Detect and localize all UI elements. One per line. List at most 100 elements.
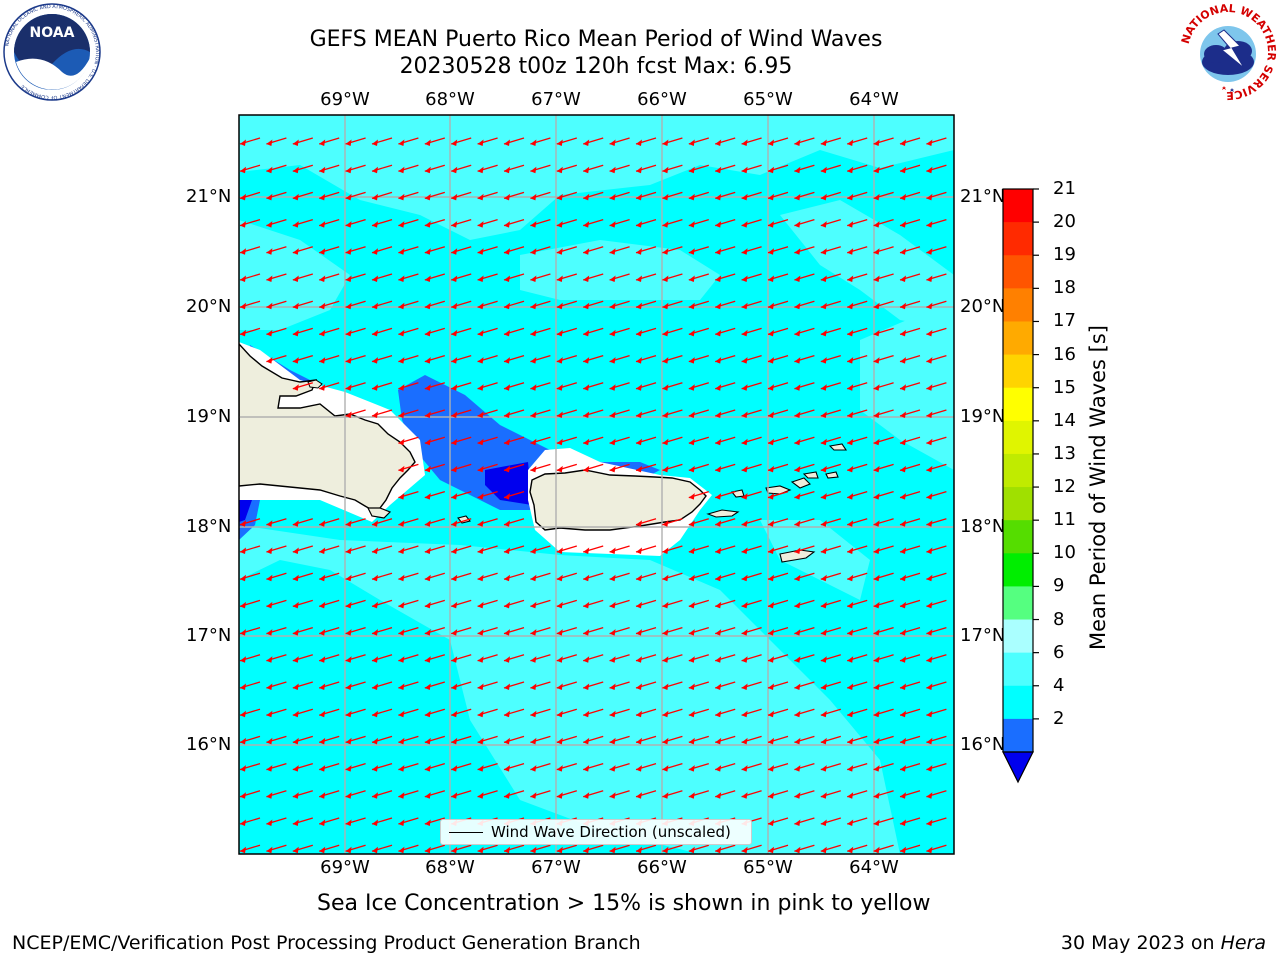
direction-arrow-head <box>292 601 299 609</box>
direction-arrow-head <box>715 357 722 364</box>
direction-arrow-head <box>451 384 458 391</box>
period-6-8-regions <box>239 115 954 854</box>
direction-arrow-head <box>530 601 537 609</box>
direction-arrow-head <box>847 465 854 473</box>
direction-arrow-head <box>477 465 484 473</box>
direction-arrow-head <box>240 710 246 718</box>
direction-arrow-head <box>873 193 880 201</box>
direction-arrow-head <box>451 792 458 799</box>
nws-logo-icon: NATIONAL WEATHER SERVICE <box>1178 2 1278 102</box>
direction-arrow-head <box>715 765 722 772</box>
sea-ice-note: Sea Ice Concentration > 15% is shown in … <box>317 891 931 916</box>
direction-arrow-head <box>424 792 431 799</box>
direction-arrow-head <box>768 302 774 310</box>
direction-arrow-head <box>873 710 880 718</box>
direction-arrow-head <box>292 139 299 146</box>
direction-arrow-head <box>820 166 827 174</box>
direction-arrow-head <box>688 710 695 718</box>
colorbar-tick-label: 11 <box>1053 509 1076 531</box>
direction-arrow-head <box>609 275 616 282</box>
direction-arrow-head <box>609 465 616 473</box>
direction-arrow-head <box>398 166 405 174</box>
direction-arrow-head <box>741 683 748 690</box>
direction-arrow-head <box>636 302 642 310</box>
direction-arrow-head <box>688 329 695 337</box>
direction-arrow-head <box>556 275 563 282</box>
direction-arrow-head <box>319 601 326 609</box>
colorbar-band <box>1003 222 1033 256</box>
direction-arrow-head <box>609 139 616 146</box>
direction-arrow-head <box>292 710 299 718</box>
direction-arrow-head <box>768 248 774 255</box>
direction-arrow-head <box>636 710 642 718</box>
direction-arrow-head <box>345 710 352 718</box>
direction-arrow-head <box>451 139 458 146</box>
direction-arrow-head <box>451 411 458 418</box>
direction-arrow-head <box>266 792 273 799</box>
direction-arrow-head <box>556 601 563 609</box>
footer-branch: NCEP/EMC/Verification Post Processing Pr… <box>12 932 641 954</box>
direction-arrow-head <box>688 438 695 446</box>
direction-arrow-head <box>926 329 933 337</box>
lon-label-top: 66°W <box>637 89 687 110</box>
direction-arrow-head <box>372 248 378 255</box>
direction-arrow-head <box>768 193 774 201</box>
noaa-logo-icon: NOAA NATIONAL OCEANIC AND ATMOSPHERIC AD… <box>2 2 102 102</box>
direction-arrow-head <box>530 193 537 201</box>
direction-arrow-head <box>292 520 299 527</box>
direction-arrow-head <box>583 275 590 282</box>
direction-arrow-head <box>609 248 616 255</box>
direction-arrow-head <box>504 166 510 174</box>
direction-arrow-head <box>820 275 827 282</box>
direction-arrow-head <box>530 846 537 854</box>
direction-arrow-head <box>292 275 299 282</box>
direction-arrow-head <box>266 819 273 826</box>
direction-arrow-head <box>451 302 458 310</box>
direction-arrow-head <box>794 656 801 663</box>
direction-arrow-head <box>900 384 906 391</box>
direction-arrow-head <box>266 683 273 690</box>
colorbar-tick-label: 14 <box>1053 409 1076 431</box>
lon-label-bottom: 67°W <box>531 857 581 878</box>
direction-arrow-head <box>847 846 854 854</box>
direction-arrow-head <box>345 547 352 554</box>
direction-arrow-head <box>609 629 616 636</box>
direction-arrow-head <box>847 737 854 745</box>
direction-arrow-head <box>319 710 326 718</box>
direction-arrow-head <box>636 139 642 146</box>
direction-arrow-head <box>424 438 431 446</box>
direction-arrow-head <box>345 846 352 854</box>
direction-arrow-head <box>424 465 431 473</box>
direction-arrow-head <box>372 302 378 310</box>
direction-arrow-head <box>873 302 880 310</box>
direction-arrow-head <box>926 792 933 799</box>
direction-arrow-head <box>926 166 933 174</box>
direction-arrow-head <box>530 465 537 473</box>
direction-arrow-head <box>873 384 880 391</box>
direction-arrow-head <box>504 139 510 146</box>
direction-arrow-head <box>477 275 484 282</box>
direction-arrow-head <box>424 221 431 228</box>
direction-arrow-head <box>398 547 405 554</box>
direction-arrow-head <box>345 574 352 582</box>
direction-arrow-head <box>583 221 590 228</box>
direction-arrow-head <box>266 193 273 201</box>
colorbar <box>1002 188 1039 784</box>
direction-arrow-head <box>794 357 801 364</box>
direction-arrow-head <box>372 166 378 174</box>
direction-arrow-head <box>636 411 642 418</box>
direction-arrow-head <box>398 193 405 201</box>
direction-arrow-head <box>741 329 748 337</box>
direction-arrow-head <box>319 302 326 310</box>
direction-arrow-head <box>715 601 722 609</box>
direction-arrow-head <box>741 438 748 446</box>
direction-arrow-head <box>583 193 590 201</box>
direction-arrow-head <box>504 629 510 636</box>
tortuga-island <box>307 379 323 389</box>
direction-arrow-head <box>477 765 484 772</box>
direction-arrow-head <box>794 275 801 282</box>
direction-arrow-head <box>345 629 352 636</box>
direction-arrow-head <box>926 221 933 228</box>
direction-arrow-head <box>873 737 880 745</box>
direction-arrow-head <box>372 683 378 690</box>
